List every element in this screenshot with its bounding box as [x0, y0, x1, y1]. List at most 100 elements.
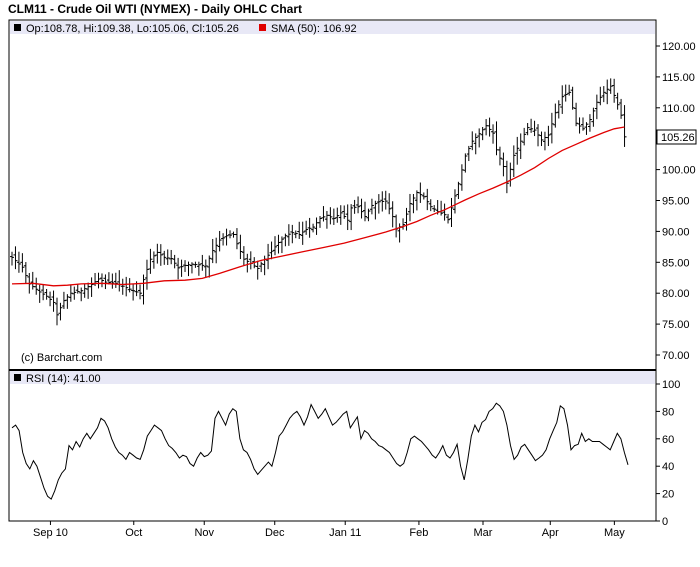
ohlc-bar	[127, 278, 132, 293]
ohlc-bar	[452, 189, 457, 214]
ohlc-bar	[16, 251, 21, 273]
ohlc-bar	[601, 86, 606, 103]
ohlc-bar	[328, 207, 333, 225]
ohlc-bar	[349, 204, 354, 231]
ohlc-bar	[497, 146, 502, 166]
price-y-tick-label: 95.00	[662, 196, 690, 208]
ohlc-bar	[304, 220, 309, 235]
ohlc-bar	[210, 238, 215, 264]
ohlc-bar	[442, 203, 447, 221]
ohlc-bar	[238, 234, 243, 260]
ohlc-bar	[376, 194, 381, 214]
ohlc-bar	[34, 277, 39, 295]
price-y-tick-label: 80.00	[662, 288, 690, 300]
ohlc-bar	[480, 126, 485, 141]
sma-legend-text: SMA (50): 106.92	[271, 23, 357, 35]
ohlc-bar	[269, 241, 274, 260]
ohlc-bar	[51, 290, 56, 312]
last-value-label: 105.26	[661, 132, 695, 144]
price-y-tick-label: 85.00	[662, 257, 690, 269]
ohlc-bar	[214, 237, 219, 264]
ohlc-bar	[428, 199, 433, 212]
x-tick-label: Mar	[474, 527, 493, 539]
rsi-legend-swatch	[14, 374, 21, 381]
ohlc-bar	[574, 102, 579, 127]
ohlc-bar	[228, 230, 233, 239]
ohlc-bar	[259, 261, 264, 273]
price-y-tick-label: 90.00	[662, 226, 690, 238]
ohlc-bar	[356, 196, 361, 214]
price-panel	[8, 19, 657, 371]
ohlc-bar	[525, 123, 530, 136]
ohlc-bar	[345, 204, 350, 231]
ohlc-bar	[41, 284, 46, 301]
price-y-tick-label: 110.00	[662, 103, 695, 115]
ohlc-bar	[352, 199, 357, 214]
ohlc-bar	[141, 274, 146, 305]
ohlc-bar	[266, 243, 271, 270]
ohlc-bar	[165, 249, 170, 266]
ohlc-bar	[536, 124, 541, 147]
ohlc-bar	[189, 262, 194, 274]
ohlc-bar	[567, 84, 572, 96]
ohlc-bar	[584, 122, 589, 135]
ohlc-bar	[383, 190, 388, 210]
ohlc-bar	[615, 92, 620, 110]
ohlc-bar	[331, 208, 336, 225]
price-legend-band	[10, 21, 655, 34]
ohlc-bar	[221, 233, 226, 246]
ohlc-bar	[380, 191, 385, 212]
price-y-tick-label: 120.00	[662, 41, 696, 53]
ohlc-bar	[58, 302, 63, 321]
ohlc-bar	[373, 200, 378, 220]
ohlc-bar	[72, 286, 77, 300]
ohlc-bar	[138, 284, 143, 300]
ohlc-bar	[20, 253, 25, 273]
ohlc-bar	[196, 261, 201, 276]
ohlc-bar	[286, 224, 291, 246]
ohlc-bar	[311, 223, 316, 233]
ohlc-bar	[581, 117, 586, 131]
ohlc-bar	[318, 215, 322, 228]
ohlc-bar	[307, 217, 312, 238]
ohlc-bar	[54, 297, 59, 326]
ohlc-bar	[404, 207, 409, 231]
rsi-y-tick-label: 100	[662, 379, 680, 391]
chart-title: CLM11 - Crude Oil WTI (NYMEX) - Daily OH…	[8, 2, 302, 16]
rsi-y-tick-label: 40	[662, 461, 674, 473]
x-tick-label: Sep 10	[33, 527, 68, 539]
price-axis: 70.00 75.00 80.00 85.00 90.00 95.00 100.00 105.…	[656, 41, 696, 362]
ohlc-bar	[99, 273, 104, 288]
ohlc-legend-text: Op:108.78, Hi:109.38, Lo:105.06, Cl:105.…	[26, 23, 239, 35]
ohlc-bar	[563, 84, 568, 102]
rsi-y-tick-label: 60	[662, 434, 674, 446]
ohlc-bar	[245, 253, 250, 273]
ohlc-bar	[48, 291, 53, 307]
x-axis: Sep 10 Oct Nov Dec Jan 11 Feb Mar Apr May	[33, 521, 625, 539]
rsi-panel	[8, 369, 657, 522]
ohlc-bar	[560, 85, 565, 114]
ohlc-bar	[169, 249, 174, 265]
price-y-tick-label: 75.00	[662, 319, 690, 331]
ohlc-bar	[605, 79, 610, 105]
ohlc-bar	[577, 117, 582, 134]
chart-credit: (c) Barchart.com	[21, 352, 102, 364]
ohlc-bar	[622, 105, 627, 147]
ohlc-bar	[518, 133, 523, 160]
ohlc-bar	[449, 197, 454, 228]
ohlc-bar	[203, 259, 208, 278]
ohlc-bar	[342, 205, 347, 219]
ohlc-bar	[68, 284, 73, 302]
rsi-y-tick-label: 0	[662, 516, 668, 528]
ohlc-bar	[120, 278, 125, 295]
ohlc-bar	[23, 262, 28, 284]
ohlc-bar	[466, 145, 471, 162]
ohlc-bar	[587, 114, 592, 132]
ohlc-bar	[598, 86, 603, 106]
ohlc-bar	[113, 272, 118, 288]
ohlc-legend-swatch	[14, 24, 21, 31]
ohlc-bar	[13, 246, 18, 270]
rsi-line	[11, 402, 629, 500]
ohlc-bar	[148, 248, 153, 274]
rsi-y-tick-label: 20	[662, 489, 674, 501]
